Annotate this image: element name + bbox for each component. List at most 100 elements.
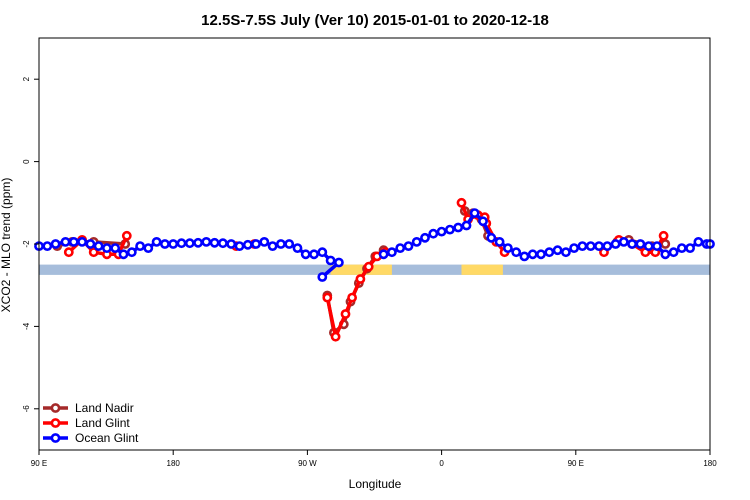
data-point xyxy=(110,243,121,253)
data-point xyxy=(502,243,513,253)
data-point xyxy=(159,239,170,249)
data-point xyxy=(544,247,555,258)
data-point xyxy=(347,292,357,303)
data-point xyxy=(561,247,571,258)
data-point xyxy=(411,236,422,247)
data-point xyxy=(121,230,132,241)
data-point xyxy=(68,236,79,247)
data-point xyxy=(330,331,341,342)
land-band-0 xyxy=(330,264,392,275)
data-point xyxy=(378,249,389,260)
data-point xyxy=(478,216,488,227)
data-point xyxy=(618,236,629,247)
data-point xyxy=(627,239,637,249)
x-tick-label: 180 xyxy=(167,459,181,468)
data-point xyxy=(685,243,695,253)
data-point xyxy=(201,236,212,247)
data-point xyxy=(63,247,74,258)
chart-title: 12.5S-7.5S July (Ver 10) 2015-01-01 to 2… xyxy=(201,12,549,29)
legend-label: Land Glint xyxy=(75,416,130,430)
data-point xyxy=(494,236,505,247)
data-point xyxy=(585,241,596,251)
data-point xyxy=(569,243,579,253)
data-point xyxy=(355,274,366,284)
x-tick-label: 180 xyxy=(703,459,717,468)
x-tick-label: 90 W xyxy=(298,459,317,468)
x-tick-label: 0 xyxy=(439,459,444,468)
data-point xyxy=(386,247,397,258)
legend-label: Ocean Glint xyxy=(75,431,139,445)
data-point xyxy=(643,241,654,251)
data-point xyxy=(469,208,480,218)
y-axis: 2 0 -2 -4 -6 xyxy=(22,76,39,412)
data-point xyxy=(242,239,253,250)
data-point xyxy=(275,239,286,249)
data-point xyxy=(676,243,687,253)
data-point xyxy=(660,239,671,249)
legend-entry: Ocean Glint xyxy=(43,431,139,445)
surface-band xyxy=(39,264,710,275)
data-point xyxy=(42,241,53,251)
data-point xyxy=(184,238,195,249)
data-point xyxy=(340,309,351,319)
data-point xyxy=(217,238,228,249)
data-point xyxy=(118,249,129,260)
data-point xyxy=(77,236,87,247)
data-point xyxy=(251,239,261,249)
data-point xyxy=(635,239,646,249)
data-point xyxy=(456,197,467,208)
data-point xyxy=(325,255,336,266)
y-tick-label: -2 xyxy=(22,240,31,248)
data-point xyxy=(209,237,220,248)
data-point xyxy=(420,232,430,243)
data-point xyxy=(519,251,530,262)
data-point xyxy=(552,245,563,256)
data-point xyxy=(309,249,319,260)
data-point xyxy=(176,238,187,249)
data-point xyxy=(322,292,333,303)
y-tick-label: 2 xyxy=(22,76,31,81)
data-point xyxy=(88,247,99,258)
data-point xyxy=(536,249,546,260)
data-point xyxy=(85,239,96,249)
data-point xyxy=(333,257,344,268)
data-point xyxy=(284,239,295,249)
data-point xyxy=(363,261,374,272)
x-axis: 90 E 180 90 W 0 90 E 180 xyxy=(31,450,717,468)
legend-entry: Land Nadir xyxy=(43,401,134,415)
data-point xyxy=(652,241,662,251)
legend-swatch-marker xyxy=(50,403,61,413)
data-point xyxy=(594,241,604,251)
data-point xyxy=(50,239,61,249)
data-point xyxy=(126,247,137,258)
data-point xyxy=(143,243,154,253)
data-point xyxy=(610,239,621,249)
series-layer xyxy=(34,197,715,342)
data-point xyxy=(317,272,328,282)
land-band-1 xyxy=(461,264,503,275)
data-point xyxy=(668,247,679,258)
data-point xyxy=(461,220,472,231)
x-tick-label: 90 E xyxy=(31,459,47,468)
data-point xyxy=(403,241,414,251)
plot-area xyxy=(34,37,715,451)
y-tick-label: -6 xyxy=(22,405,31,413)
data-point xyxy=(660,249,671,260)
series-ocean-glint xyxy=(34,208,715,282)
data-point xyxy=(226,239,237,249)
data-point xyxy=(168,239,179,249)
data-point xyxy=(577,241,588,251)
data-point xyxy=(292,243,303,253)
y-tick-label: 0 xyxy=(22,159,31,164)
data-point xyxy=(193,237,203,248)
legend-swatch-marker xyxy=(50,433,61,443)
data-point xyxy=(60,236,71,247)
data-point xyxy=(259,236,270,247)
data-point xyxy=(93,241,104,251)
data-point xyxy=(151,236,162,247)
data-point xyxy=(658,230,669,241)
x-axis-label: Longitude xyxy=(349,477,402,491)
data-point xyxy=(300,249,311,260)
